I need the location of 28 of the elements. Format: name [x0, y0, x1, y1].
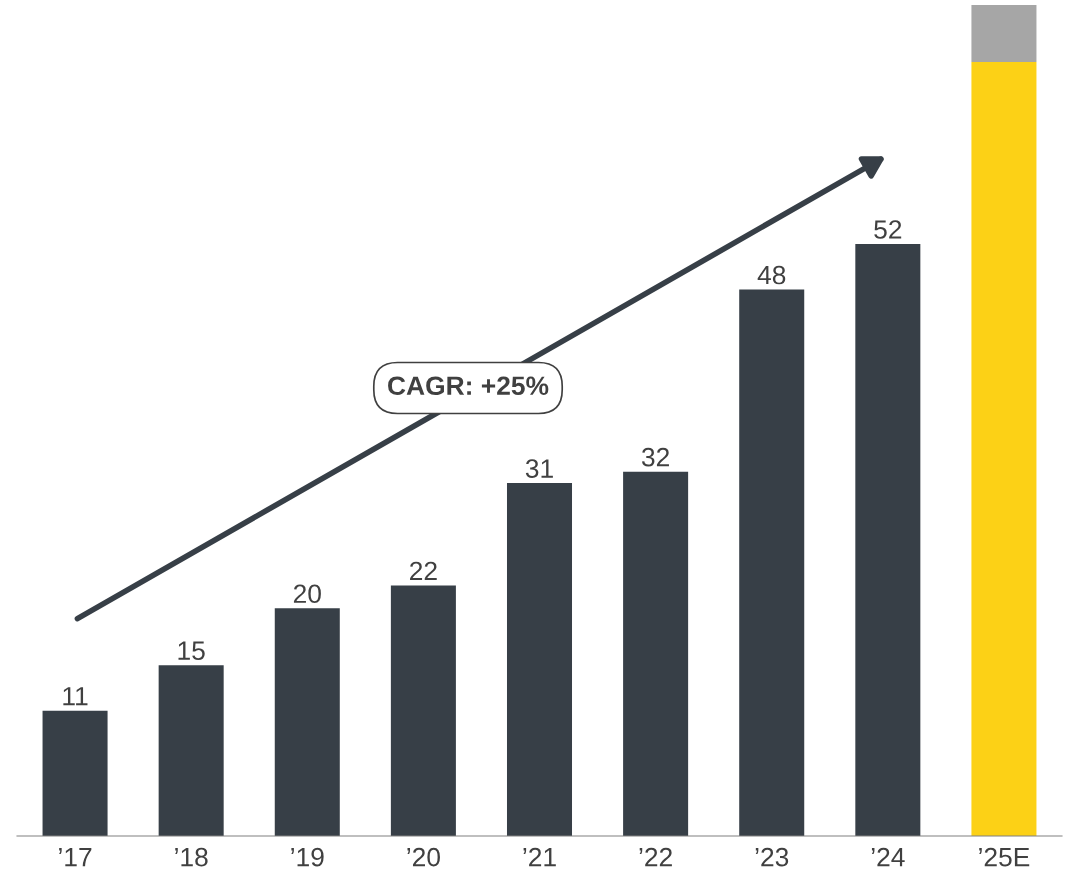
- x-tick-label: ’17: [59, 848, 92, 867]
- bar: [971, 5, 1037, 62]
- data-label: 20: [293, 584, 321, 604]
- bar: [739, 289, 805, 836]
- annotation: CAGR: +25%: [388, 376, 549, 396]
- data-label: 22: [410, 561, 437, 581]
- data-label: 48: [757, 265, 786, 285]
- bar: [506, 483, 573, 836]
- x-tick-label: ’25E: [979, 847, 1030, 867]
- bar: [274, 608, 340, 836]
- bar: [971, 61, 1037, 836]
- x-tick-label: ’22: [639, 847, 672, 867]
- x-tick-label: ’20: [407, 847, 440, 867]
- x-tick-label: ’24: [871, 847, 905, 867]
- data-label: 15: [178, 641, 205, 661]
- bar: [158, 665, 224, 836]
- x-tick-label: ’23: [755, 847, 789, 867]
- data-label: 32: [641, 447, 669, 467]
- bar: [390, 585, 456, 836]
- data-label: 52: [874, 220, 902, 239]
- bar: [42, 710, 108, 836]
- data-label: 31: [525, 459, 553, 478]
- x-tick-label: ’19: [291, 847, 324, 867]
- x-tick-label: ’21: [523, 847, 556, 867]
- bar: [855, 244, 921, 836]
- x-tick-label: ’18: [175, 847, 208, 867]
- data-label: 11: [63, 687, 88, 706]
- bar: [623, 471, 689, 836]
